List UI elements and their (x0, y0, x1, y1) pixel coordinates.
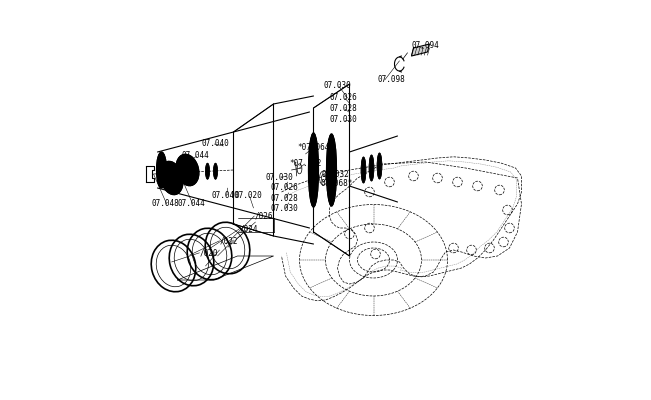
Text: /022: /022 (219, 236, 238, 245)
Ellipse shape (156, 152, 167, 188)
Ellipse shape (361, 157, 366, 183)
Text: 07.068*: 07.068* (320, 180, 353, 188)
Text: *07.064: *07.064 (298, 144, 330, 152)
Text: 07.030: 07.030 (324, 82, 352, 90)
Ellipse shape (176, 154, 199, 186)
Text: 07.026: 07.026 (271, 184, 298, 192)
Text: 07.026: 07.026 (329, 94, 357, 102)
Text: 07.032: 07.032 (322, 170, 349, 178)
Text: 07.040: 07.040 (212, 192, 240, 200)
Text: 07.028: 07.028 (329, 104, 357, 113)
Text: /020: /020 (199, 248, 218, 257)
Ellipse shape (369, 155, 374, 181)
Text: 07.098: 07.098 (378, 76, 406, 84)
Text: 07.094: 07.094 (411, 42, 439, 50)
Text: 07.030: 07.030 (271, 204, 298, 213)
Text: 07.040: 07.040 (202, 140, 229, 148)
Text: /024: /024 (240, 224, 258, 233)
Text: 07.044: 07.044 (178, 200, 205, 208)
Text: 07.028: 07.028 (271, 194, 298, 203)
Ellipse shape (206, 163, 210, 179)
Text: 07.044: 07.044 (182, 152, 209, 160)
Text: /026: /026 (255, 212, 273, 220)
Ellipse shape (214, 163, 217, 179)
Text: 07.020: 07.020 (234, 192, 262, 200)
Ellipse shape (327, 134, 337, 206)
Polygon shape (411, 44, 430, 56)
Text: 07.030: 07.030 (329, 116, 357, 124)
Text: 07.030: 07.030 (266, 174, 293, 182)
Ellipse shape (160, 161, 183, 195)
Text: 07.048: 07.048 (152, 200, 179, 208)
Ellipse shape (377, 153, 382, 179)
Ellipse shape (309, 133, 318, 207)
Text: *07.062: *07.062 (290, 160, 322, 168)
